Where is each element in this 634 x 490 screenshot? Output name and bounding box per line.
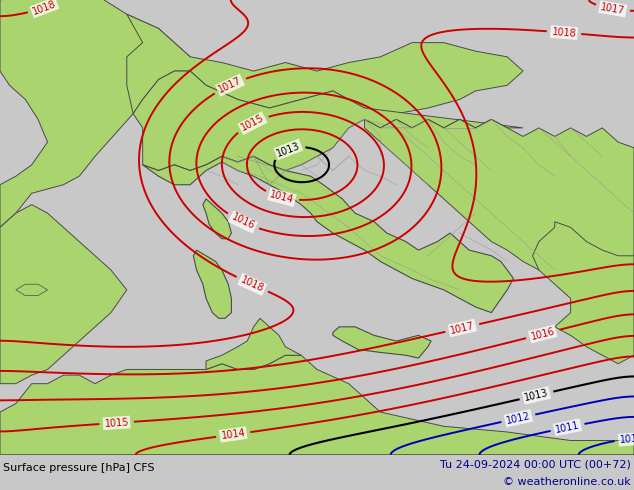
Polygon shape — [127, 14, 523, 114]
Text: 1010: 1010 — [619, 433, 634, 445]
Text: 1018: 1018 — [239, 275, 266, 294]
Text: 1015: 1015 — [239, 113, 266, 133]
Text: 1018: 1018 — [552, 26, 577, 39]
Polygon shape — [0, 355, 634, 455]
Text: Surface pressure [hPa] CFS: Surface pressure [hPa] CFS — [3, 463, 155, 473]
Text: 1017: 1017 — [449, 320, 476, 336]
Text: 1017: 1017 — [600, 2, 626, 16]
Text: 1014: 1014 — [221, 428, 246, 441]
Text: 1016: 1016 — [530, 326, 556, 342]
Text: 1013: 1013 — [524, 388, 550, 403]
Text: 1018: 1018 — [31, 0, 58, 17]
Polygon shape — [133, 71, 523, 171]
Polygon shape — [16, 284, 48, 295]
Text: 1016: 1016 — [230, 212, 256, 232]
Polygon shape — [206, 318, 301, 369]
Text: 1015: 1015 — [104, 417, 129, 429]
Polygon shape — [333, 327, 431, 358]
Text: 1017: 1017 — [217, 75, 243, 95]
Polygon shape — [193, 250, 231, 318]
Polygon shape — [203, 199, 231, 239]
Text: 1014: 1014 — [269, 189, 295, 205]
Polygon shape — [0, 0, 190, 227]
Polygon shape — [533, 221, 634, 364]
Polygon shape — [365, 120, 634, 284]
Text: Tu 24-09-2024 00:00 UTC (00+72): Tu 24-09-2024 00:00 UTC (00+72) — [440, 460, 631, 469]
Polygon shape — [0, 205, 127, 384]
Text: 1011: 1011 — [555, 420, 581, 435]
Text: 1012: 1012 — [505, 411, 531, 426]
Text: 1013: 1013 — [275, 140, 302, 158]
Polygon shape — [143, 156, 514, 313]
Text: © weatheronline.co.uk: © weatheronline.co.uk — [503, 477, 631, 487]
